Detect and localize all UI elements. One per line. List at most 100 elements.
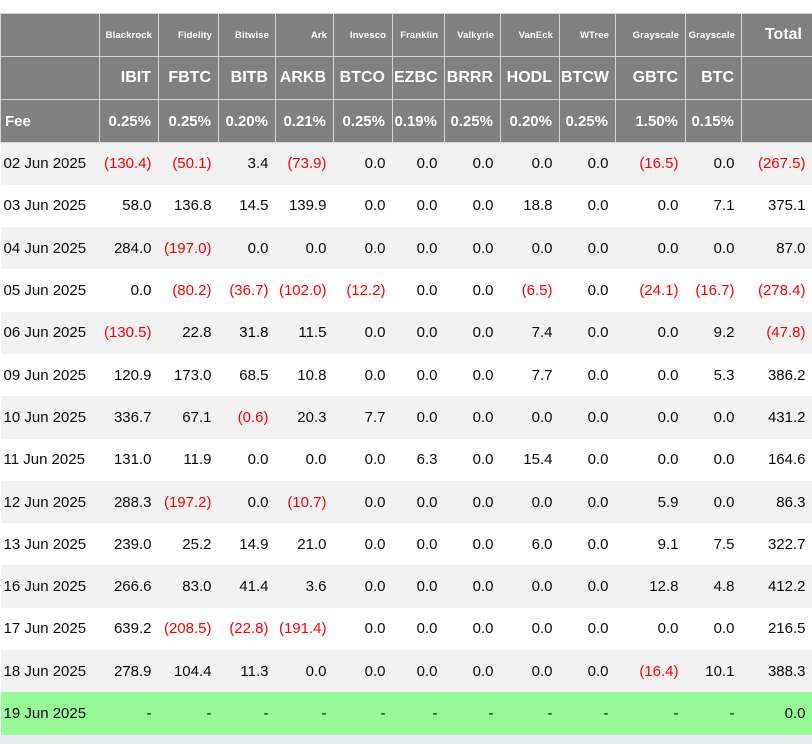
value-cell: 58.0 [122, 197, 152, 215]
value-cell: 0.0 [531, 239, 553, 257]
value-cell: 0.0 [531, 662, 553, 680]
date-cell: 16 Jun 2025 [3, 578, 87, 596]
ticker-header: BTCW [559, 56, 616, 100]
value-cell: 266.6 [113, 578, 152, 596]
value-cell: 18.8 [523, 197, 553, 215]
value-cell: 10.8 [297, 366, 327, 384]
value-cell: - [263, 705, 269, 722]
issuer-header: WTree [559, 13, 616, 57]
total-header: Total [741, 13, 812, 57]
value-cell: 0.0 [472, 239, 494, 257]
value-cell: - [673, 705, 679, 722]
fee-header: 0.25% [444, 99, 501, 143]
table-row: 16 Jun 2025 266.6 83.0 41.4 3.6 0.0 0.0 0.0 0.0 0… [0, 565, 812, 608]
value-cell: 3.6 [305, 578, 327, 596]
total-cell: 322.7 [767, 535, 806, 553]
value-cell: 139.9 [288, 197, 327, 215]
value-cell: 0.0 [713, 408, 735, 426]
ticker-header: IBIT [99, 56, 159, 100]
total-cell: 412.2 [767, 578, 806, 596]
total-cell: 375.1 [767, 197, 806, 215]
ticker-header: ARKB [275, 56, 334, 100]
value-cell: (24.1) [639, 282, 679, 300]
value-cell: 239.0 [113, 535, 152, 553]
value-cell: 11.5 [298, 324, 327, 342]
table-body: 02 Jun 2025 (130.4) (50.1) 3.4 (73.9) 0.0 0.0 0… [0, 142, 812, 735]
value-cell: (208.5) [163, 620, 212, 638]
date-cell: 04 Jun 2025 [3, 239, 87, 257]
value-cell: 15.4 [523, 451, 553, 469]
value-cell: - [146, 705, 152, 722]
value-cell: 6.0 [531, 535, 553, 553]
table-row: 10 Jun 2025 336.7 67.1 (0.6) 20.3 7.7 0.0 0.0 0.… [0, 396, 812, 439]
value-cell: (73.9) [287, 155, 327, 173]
value-cell: 0.0 [364, 366, 386, 384]
value-cell: 288.3 [113, 493, 152, 511]
value-cell: (130.4) [103, 155, 152, 173]
value-cell: 6.3 [416, 451, 438, 469]
total-cell: 386.2 [767, 366, 806, 384]
value-cell: 9.1 [657, 535, 679, 553]
ticker-header: FBTC [158, 56, 219, 100]
value-cell: 0.0 [130, 282, 152, 300]
table-row: 03 Jun 2025 58.0 136.8 14.5 139.9 0.0 0.0 0.0 18… [0, 184, 812, 228]
value-cell: 0.0 [416, 197, 438, 215]
value-cell: 0.0 [472, 366, 494, 384]
value-cell: (12.2) [346, 282, 386, 300]
value-cell: (22.8) [229, 620, 269, 638]
value-cell: 25.2 [182, 535, 212, 553]
total-empty-cell [741, 99, 812, 143]
date-cell: 10 Jun 2025 [3, 408, 87, 426]
value-cell: 0.0 [247, 493, 269, 511]
issuer-header: Blackrock [99, 13, 159, 57]
ticker-header: BTCO [333, 56, 393, 100]
date-cell: 06 Jun 2025 [3, 324, 87, 342]
value-cell: 0.0 [364, 451, 386, 469]
value-cell: 0.0 [587, 197, 609, 215]
value-cell: 0.0 [472, 451, 494, 469]
value-cell: (36.7) [229, 282, 269, 300]
value-cell: 0.0 [587, 662, 609, 680]
value-cell: 0.0 [587, 578, 609, 596]
date-cell: 17 Jun 2025 [3, 620, 87, 638]
value-cell: 0.0 [472, 408, 494, 426]
value-cell: 136.8 [173, 197, 212, 215]
value-cell: 0.0 [416, 578, 438, 596]
fee-header-row: Fee 0.25% 0.25% 0.20% 0.21% 0.25% 0.19% 0.25% 0.… [0, 99, 812, 143]
value-cell: 7.5 [713, 535, 735, 553]
total-cell: 216.5 [767, 620, 806, 638]
value-cell: (10.7) [287, 493, 327, 511]
table-row: 17 Jun 2025 639.2 (208.5) (22.8) (191.4) 0.0 0… [0, 607, 812, 651]
value-cell: - [206, 705, 212, 722]
value-cell: (197.2) [163, 493, 212, 511]
value-cell: 0.0 [587, 366, 609, 384]
issuer-header: VanEck [500, 13, 560, 57]
value-cell: 0.0 [587, 324, 609, 342]
value-cell: 0.0 [472, 493, 494, 511]
fee-header: 0.25% [158, 99, 219, 143]
value-cell: 0.0 [305, 239, 327, 257]
corner-cell [0, 56, 100, 100]
total-cell: 431.2 [767, 408, 806, 426]
date-cell: 05 Jun 2025 [3, 282, 87, 300]
value-cell: 7.4 [531, 324, 553, 342]
value-cell: 68.5 [239, 366, 269, 384]
table-row: 06 Jun 2025 (130.5) 22.8 31.8 11.5 0.0 0.0 0.0 7… [0, 311, 812, 354]
ticker-header: EZBC [392, 56, 445, 100]
value-cell: - [321, 705, 327, 722]
value-cell: 0.0 [657, 620, 679, 638]
date-cell: 13 Jun 2025 [3, 535, 87, 553]
value-cell: - [432, 705, 438, 722]
value-cell: 67.1 [182, 408, 212, 426]
value-cell: 0.0 [657, 239, 679, 257]
value-cell: 0.0 [657, 408, 679, 426]
value-cell: 0.0 [416, 620, 438, 638]
value-cell: 7.7 [531, 366, 553, 384]
value-cell: (197.0) [163, 239, 212, 257]
value-cell: 173.0 [173, 366, 212, 384]
value-cell: 0.0 [713, 451, 735, 469]
date-cell: 03 Jun 2025 [3, 197, 87, 215]
value-cell: 104.4 [173, 662, 212, 680]
table-row: 19 Jun 2025 - - - - - - - - - - - 0.0 [0, 692, 812, 735]
